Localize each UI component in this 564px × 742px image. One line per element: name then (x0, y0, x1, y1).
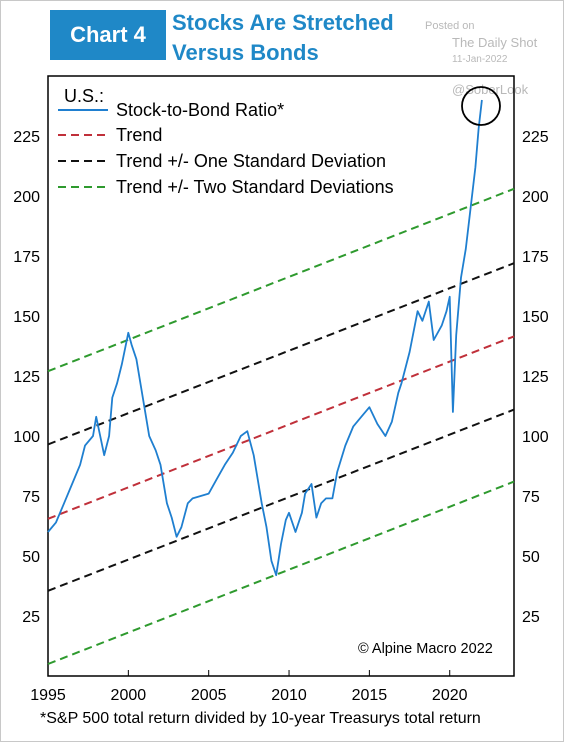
y-tick-label-right-3: 100 (522, 429, 549, 446)
region-label: U.S.: (64, 86, 104, 106)
footnote: *S&P 500 total return divided by 10-year… (40, 710, 481, 727)
chart-title-line-2: Versus Bonds (172, 40, 319, 65)
watermark-posted-on: Posted on (425, 20, 475, 32)
y-tick-label-right-1: 50 (522, 549, 540, 566)
legend-label-3: Trend +/- Two Standard Deviations (116, 177, 394, 197)
x-tick-label-1: 2000 (111, 687, 147, 704)
series-line-2-lower (47, 408, 515, 592)
series-line-2 (47, 262, 515, 446)
y-tick-label-left-5: 150 (13, 309, 40, 326)
highlight-circle (461, 86, 501, 126)
watermark-date: 11-Jan-2022 (452, 54, 508, 65)
y-tick-label-left-3: 100 (13, 429, 40, 446)
y-tick-label-left-4: 125 (13, 369, 40, 386)
x-tick-label-0: 1995 (30, 687, 66, 704)
legend-label-1: Trend (116, 125, 162, 145)
series-line-3-lower (47, 480, 515, 665)
series-line-1 (47, 335, 515, 520)
chart-title-line-1: Stocks Are Stretched (172, 10, 394, 35)
series-line-3 (47, 187, 515, 373)
x-tick-label-5: 2020 (432, 687, 468, 704)
y-tick-label-left-2: 75 (22, 489, 40, 506)
legend-label-0: Stock-to-Bond Ratio* (116, 100, 284, 120)
chart-legend: Stock-to-Bond Ratio* Trend Trend +/- One S… (58, 100, 394, 197)
x-tick-label-3: 2010 (271, 687, 307, 704)
chart-ticks: 1995 2000 2005 2010 2015 2020 25 25 50 50 75 75 100 1… (13, 129, 549, 704)
y-tick-label-left-6: 175 (13, 249, 40, 266)
y-tick-label-right-0: 25 (522, 609, 540, 626)
chart-title: Stocks Are Stretched Versus Bonds (172, 8, 394, 68)
y-tick-label-right-6: 175 (522, 249, 549, 266)
plot-area-border (47, 75, 515, 677)
legend-label-2: Trend +/- One Standard Deviation (116, 151, 386, 171)
watermark-source: The Daily Shot (452, 35, 538, 50)
y-tick-label-right-5: 150 (522, 309, 549, 326)
series-line-0 (47, 99, 483, 577)
y-tick-label-right-7: 200 (522, 189, 549, 206)
y-tick-label-right-4: 125 (522, 369, 549, 386)
copyright-credit: © Alpine Macro 2022 (358, 641, 493, 657)
x-tick-label-2: 2005 (191, 687, 227, 704)
chart-number-badge: Chart 4 (50, 10, 166, 60)
y-tick-label-left-0: 25 (22, 609, 40, 626)
y-tick-label-left-7: 200 (13, 189, 40, 206)
x-tick-label-4: 2015 (352, 687, 388, 704)
y-tick-label-left-8: 225 (13, 129, 40, 146)
y-tick-label-right-8: 225 (522, 129, 549, 146)
y-tick-label-left-1: 50 (22, 549, 40, 566)
y-tick-label-right-2: 75 (522, 489, 540, 506)
chart-lines (47, 99, 515, 665)
